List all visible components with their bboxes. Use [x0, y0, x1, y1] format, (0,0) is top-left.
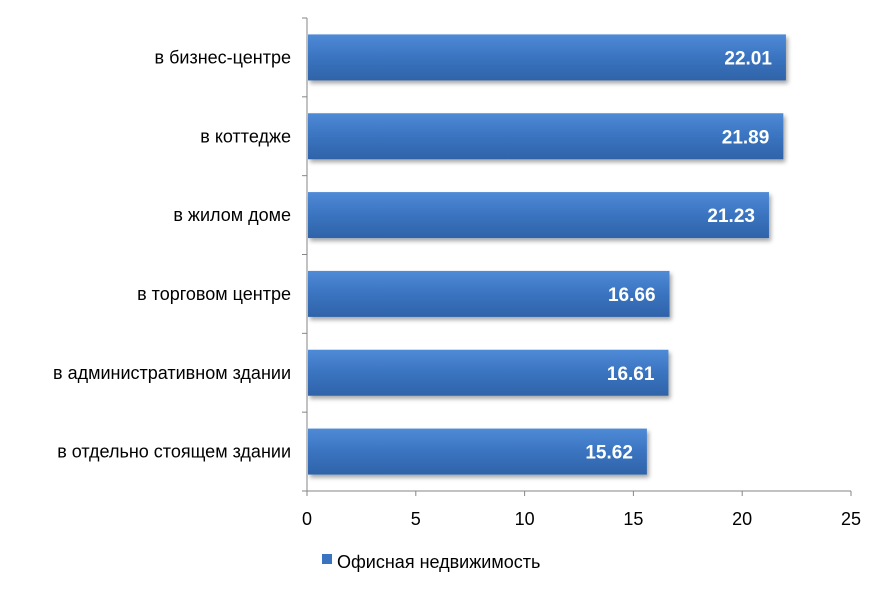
bar [308, 192, 769, 239]
legend-swatch [322, 554, 332, 564]
legend-label: Офисная недвижимость [337, 552, 540, 572]
category-labels: в бизнес-центре в коттедже в жилом доме в т… [53, 47, 291, 461]
bars [308, 34, 786, 475]
bar [308, 428, 647, 475]
category-label: в отдельно стоящем здании [57, 442, 291, 462]
category-label: в торговом центре [137, 284, 291, 304]
x-tick-label: 0 [302, 509, 312, 529]
x-tick-label: 5 [411, 509, 421, 529]
x-tick-labels: 0 5 10 15 20 25 [302, 509, 861, 529]
x-tick-label: 10 [515, 509, 535, 529]
bar [308, 34, 786, 81]
data-label: 21.23 [707, 206, 755, 227]
data-labels: 22.01 21.89 21.23 16.66 16.61 15.62 [585, 48, 772, 463]
bar [308, 270, 670, 317]
x-tick-label: 20 [732, 509, 752, 529]
data-label: 16.66 [608, 285, 656, 306]
bar [308, 113, 784, 160]
x-tick-label: 25 [841, 509, 861, 529]
data-label: 16.61 [607, 364, 655, 385]
bar [308, 349, 669, 396]
x-tick-label: 15 [623, 509, 643, 529]
legend: Офисная недвижимость [322, 552, 540, 572]
category-label: в жилом доме [173, 205, 291, 225]
category-label: в бизнес-центре [155, 47, 291, 67]
axes [302, 17, 852, 496]
data-label: 22.01 [724, 48, 772, 69]
data-label: 21.89 [722, 127, 770, 148]
data-label: 15.62 [585, 443, 633, 464]
category-label: в административном здании [53, 363, 291, 383]
category-label: в коттедже [200, 126, 291, 146]
